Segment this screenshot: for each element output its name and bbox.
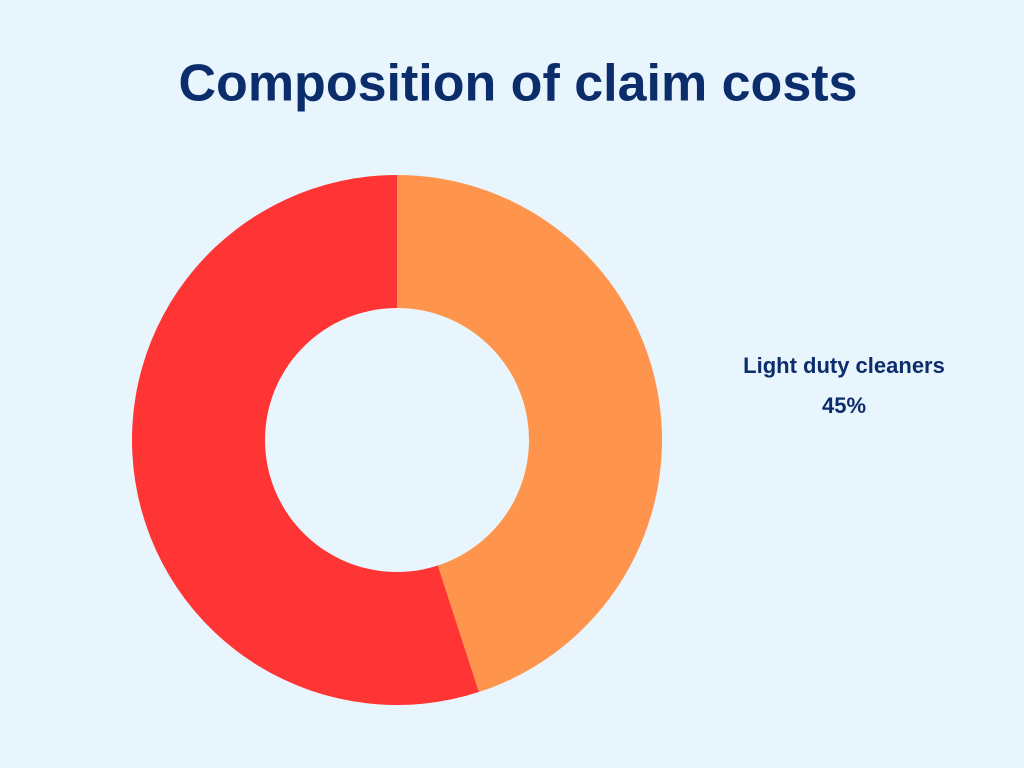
donut-segment bbox=[397, 175, 663, 693]
donut-segment bbox=[132, 175, 479, 705]
segment-value-label: 45% bbox=[822, 393, 866, 418]
segment-label: Light duty cleaners bbox=[743, 353, 945, 378]
chart-title: Composition of claim costs bbox=[179, 55, 858, 113]
